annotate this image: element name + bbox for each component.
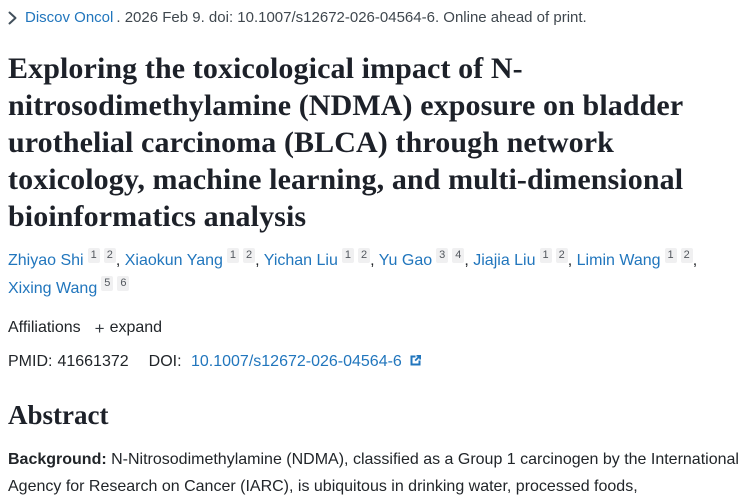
abstract-background-paragraph: Background: N-Nitrosodimethylamine (NDMA… <box>8 446 740 500</box>
affiliation-number[interactable]: 2 <box>358 248 371 263</box>
author-separator: , <box>255 252 264 269</box>
affiliation-number[interactable]: 6 <box>117 276 130 291</box>
author-link[interactable]: Xixing Wang <box>8 280 98 297</box>
affiliation-number[interactable]: 2 <box>103 248 116 263</box>
identifiers-row: PMID: 41661372 DOI: 10.1007/s12672-026-0… <box>8 351 740 373</box>
plus-icon: + <box>94 318 105 338</box>
affiliation-number[interactable]: 4 <box>452 248 465 263</box>
background-text: N-Nitrosodimethylamine (NDMA), classifie… <box>8 451 739 495</box>
author-separator: , <box>464 252 474 269</box>
affiliations-label: Affiliations <box>8 319 81 336</box>
author-separator: , <box>692 252 698 269</box>
affiliation-number[interactable]: 2 <box>243 248 256 263</box>
doi-label: DOI: <box>148 353 182 370</box>
article-title: Exploring the toxicological impact of N-… <box>8 52 684 233</box>
affiliation-number[interactable]: 1 <box>226 248 240 263</box>
author-link[interactable]: Jiajia Liu <box>473 252 536 269</box>
author-link[interactable]: Zhiyao Shi <box>8 252 84 269</box>
external-link-icon <box>410 355 422 366</box>
journal-link[interactable]: Discov Oncol <box>25 9 114 26</box>
author-link[interactable]: Yichan Liu <box>263 252 338 269</box>
author-separator: , <box>567 252 577 269</box>
affiliation-number[interactable]: 3 <box>436 248 449 263</box>
author-link[interactable]: Xiaokun Yang <box>124 252 223 269</box>
background-label: Background: <box>8 451 107 468</box>
chevron-right-icon <box>8 11 17 25</box>
affiliation-number[interactable]: 2 <box>555 248 568 263</box>
authors-list: Zhiyao Shi 1 2, Xiaokun Yang 1 2, Yichan Liu… <box>8 247 738 303</box>
journal-toggle-button[interactable] <box>8 11 17 25</box>
affiliation-number[interactable]: 1 <box>539 248 552 263</box>
abstract-heading: Abstract <box>8 400 109 430</box>
expand-label: expand <box>109 319 163 336</box>
doi-link[interactable]: 10.1007/s12672-026-04564-6 <box>190 353 402 370</box>
affiliation-number[interactable]: 2 <box>680 248 693 263</box>
affiliation-number[interactable]: 1 <box>341 248 354 263</box>
affiliation-number[interactable]: 5 <box>101 276 114 291</box>
author-separator: , <box>115 252 125 269</box>
author-separator: , <box>370 252 379 269</box>
citation-line: Discov Oncol . 2026 Feb 9. doi: 10.1007/… <box>8 8 740 28</box>
doi-group: DOI: 10.1007/s12672-026-04564-6 <box>149 351 423 373</box>
affiliations-row: Affiliations + expand <box>8 317 740 339</box>
author-link[interactable]: Yu Gao <box>378 252 433 269</box>
affiliation-number[interactable]: 1 <box>87 248 100 263</box>
pmid-label: PMID: <box>8 353 53 370</box>
citation-details: . 2026 Feb 9. doi: 10.1007/s12672-026-04… <box>116 9 587 26</box>
expand-affiliations-button[interactable]: + expand <box>95 319 162 337</box>
affiliation-number[interactable]: 1 <box>664 248 677 263</box>
pmid-value: 41661372 <box>57 353 129 370</box>
author-link[interactable]: Limin Wang <box>576 252 661 269</box>
